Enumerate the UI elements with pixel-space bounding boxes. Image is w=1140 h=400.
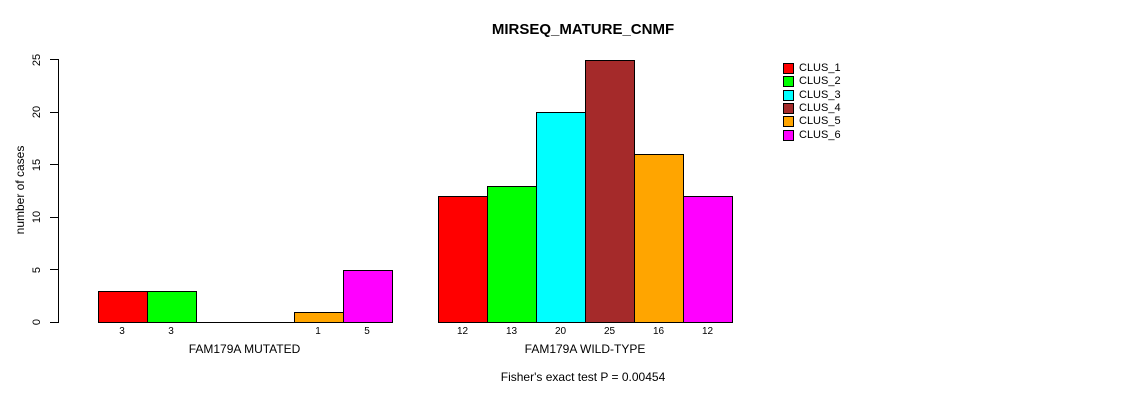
bar-value-label: 25 — [603, 326, 616, 337]
y-tick-mark — [50, 321, 58, 323]
bar-value-label: 13 — [505, 326, 518, 337]
y-tick-mark — [50, 111, 58, 113]
bar-clus_1-group1 — [97, 290, 148, 323]
fisher-test-annotation: Fisher's exact test P = 0.00454 — [500, 370, 666, 384]
bar-clus_5-group1 — [293, 311, 344, 323]
y-tick-label: 5 — [31, 266, 43, 273]
y-axis-line — [58, 59, 59, 323]
bar-value-label: 1 — [315, 326, 321, 337]
bar-value-label: 12 — [456, 326, 469, 337]
legend-label-clus_6: CLUS_6 — [799, 128, 841, 141]
legend-label-clus_4: CLUS_4 — [799, 101, 841, 114]
group-axis-label: FAM179A MUTATED — [188, 342, 301, 356]
bar-value-label: 3 — [168, 326, 174, 337]
y-tick-mark — [50, 216, 58, 218]
y-tick-label: 0 — [31, 318, 43, 326]
bar-clus_6-group1 — [342, 269, 393, 323]
bar-clus_3-group1-zero — [195, 322, 246, 323]
group-axis-label: FAM179A WILD-TYPE — [524, 342, 646, 356]
bar-value-label: 3 — [119, 326, 125, 337]
y-tick-label: 25 — [31, 53, 43, 66]
y-tick-label: 15 — [31, 158, 43, 171]
bar-clus_4-group1-zero — [244, 322, 295, 323]
y-tick-mark — [50, 164, 58, 165]
y-tick-label: 10 — [31, 210, 43, 224]
legend-label-clus_1: CLUS_1 — [799, 62, 841, 74]
legend-swatch-clus_2 — [783, 76, 794, 88]
bar-clus_1-group2 — [438, 196, 488, 323]
legend-swatch-clus_4 — [783, 102, 794, 114]
y-tick-label: 20 — [31, 105, 43, 119]
bar-clus_5-group2 — [634, 154, 684, 323]
legend-label-clus_3: CLUS_3 — [799, 88, 841, 101]
bar-value-label: 20 — [554, 326, 567, 337]
bar-clus_3-group2 — [536, 112, 586, 323]
legend-swatch-clus_5 — [783, 116, 794, 128]
legend-swatch-clus_1 — [783, 63, 794, 74]
legend-label-clus_5: CLUS_5 — [799, 115, 841, 128]
bar-clus_2-group2 — [487, 185, 537, 323]
chart-title: MIRSEQ_MATURE_CNMF — [491, 21, 675, 38]
y-axis-title: number of cases — [13, 145, 27, 235]
y-tick-mark — [50, 59, 58, 60]
bar-value-label: 16 — [652, 326, 665, 337]
bar-clus_6-group2 — [683, 196, 733, 323]
legend-swatch-clus_3 — [783, 89, 794, 101]
bar-value-label: 5 — [364, 326, 370, 337]
y-tick-mark — [50, 269, 58, 270]
bar-clus_2-group1 — [146, 290, 197, 323]
bar-value-label: 12 — [701, 326, 714, 337]
bar-clus_4-group2 — [585, 59, 635, 323]
legend-label-clus_2: CLUS_2 — [799, 75, 841, 88]
legend-swatch-clus_6 — [783, 129, 794, 141]
